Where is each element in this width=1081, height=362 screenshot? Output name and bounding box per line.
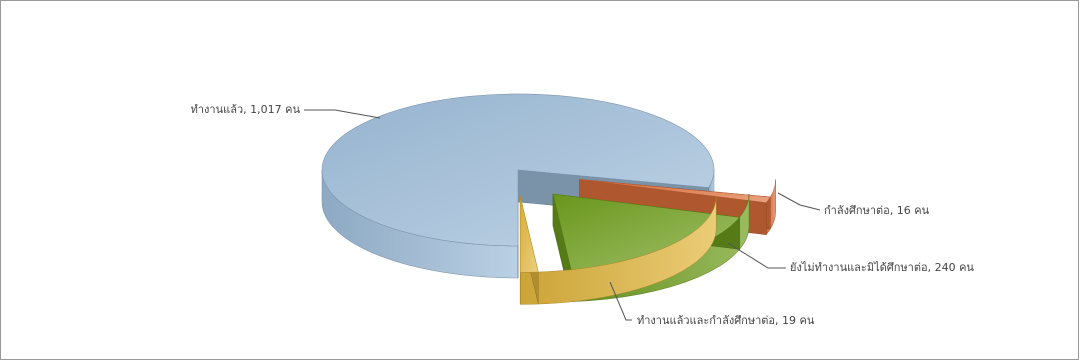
leader-line-2 (727, 242, 786, 269)
slice-3 (519, 196, 717, 305)
leader-line-1 (777, 192, 821, 211)
leader-line-0 (304, 109, 381, 119)
data-label-3: ทำงานแล้วและกำลังศึกษาต่อ, 19 คน (637, 314, 815, 327)
data-label-0: ทำงานแล้ว, 1,017 คน (191, 103, 301, 116)
data-label-2: ยังไม่ทำงานและมิได้ศึกษาต่อ, 240 คน (790, 261, 974, 274)
leader-line-3 (609, 281, 632, 321)
data-label-1: กำลังศึกษาต่อ, 16 คน (824, 204, 930, 217)
